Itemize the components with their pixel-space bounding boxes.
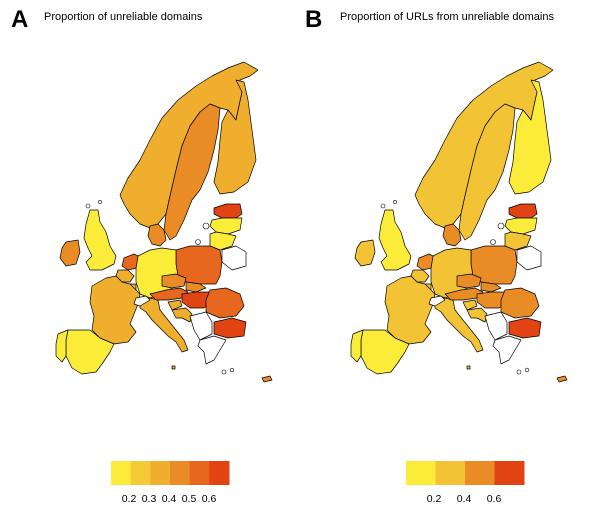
legend-swatch <box>170 461 191 485</box>
legend-swatch <box>494 461 525 485</box>
island-mark <box>490 239 496 245</box>
country-slovakia <box>480 281 502 293</box>
panel-letter: B <box>305 6 323 33</box>
legend-tick-label: 0.4 <box>161 493 177 505</box>
country-italy <box>139 297 189 353</box>
island-mark <box>497 222 505 230</box>
island-mark <box>516 369 522 375</box>
country-balkans <box>189 311 213 341</box>
country-estonia <box>508 203 538 219</box>
country-switzerland <box>428 295 446 307</box>
island-mark <box>98 200 102 204</box>
country-portugal <box>55 329 69 363</box>
island-mark <box>221 369 227 375</box>
panel-b: B Proportion of URLs from unreliable dom… <box>295 0 589 531</box>
color-legend <box>111 461 230 485</box>
legend-tick-label: 0.2 <box>426 493 442 505</box>
country-croatia <box>466 307 488 323</box>
country-romania <box>500 287 540 319</box>
legend-tick-label: 0.4 <box>456 493 472 505</box>
country-uk <box>378 209 412 271</box>
legend-swatch <box>209 461 230 485</box>
country-denmark <box>147 223 167 247</box>
legend-swatch <box>189 461 210 485</box>
color-legend <box>406 461 525 485</box>
legend-swatch <box>435 461 466 485</box>
legend-swatch <box>406 461 436 485</box>
legend-tick-label: 0.2 <box>121 493 137 505</box>
country-switzerland <box>133 295 151 307</box>
country-finland <box>508 79 552 195</box>
island-mark <box>195 239 201 245</box>
country-sweden <box>458 103 516 241</box>
country-finland <box>213 79 257 195</box>
panel-a: A Proportion of unreliable domains 0.2 0.… <box>0 0 294 531</box>
country-slovenia <box>167 299 183 311</box>
legend-swatch <box>150 461 171 485</box>
country-denmark <box>442 223 462 247</box>
island-mark <box>524 367 530 373</box>
country-cyprus <box>261 375 273 383</box>
panel-title: Proportion of unreliable domains <box>44 11 203 23</box>
country-greece <box>492 335 522 365</box>
country-slovakia <box>185 281 207 293</box>
europe-map <box>55 61 273 383</box>
country-greece <box>197 335 227 365</box>
country-latvia <box>209 217 243 235</box>
island-mark <box>229 367 235 373</box>
country-italy <box>434 297 484 353</box>
country-estonia <box>213 203 243 219</box>
country-cyprus <box>556 375 568 383</box>
country-netherlands <box>416 253 434 271</box>
country-belarus <box>516 245 542 271</box>
legend-tick-label: 0.6 <box>201 493 217 505</box>
legend-swatch <box>130 461 151 485</box>
island-mark <box>380 203 386 209</box>
legend-tick-label: 0.5 <box>181 493 197 505</box>
country-belarus <box>221 245 247 271</box>
island-mark <box>393 200 397 204</box>
country-portugal <box>350 329 364 363</box>
country-bulgaria <box>213 317 247 339</box>
legend-tick-label: 0.3 <box>141 493 157 505</box>
country-czechia <box>161 273 187 289</box>
country-romania <box>205 287 245 319</box>
country-france <box>384 275 436 345</box>
panel-title: Proportion of URLs from unreliable domai… <box>340 11 554 23</box>
country-malta <box>171 365 176 370</box>
panel-letter: A <box>11 6 29 33</box>
country-latvia <box>504 217 538 235</box>
country-croatia <box>171 307 193 323</box>
country-uk <box>83 209 117 271</box>
country-czechia <box>456 273 482 289</box>
country-sweden <box>163 103 221 241</box>
legend-swatch <box>111 461 132 485</box>
europe-map <box>350 61 568 383</box>
country-balkans <box>484 311 508 341</box>
island-mark <box>85 203 91 209</box>
country-malta <box>466 365 471 370</box>
country-slovenia <box>462 299 478 311</box>
island-mark <box>202 222 210 230</box>
country-netherlands <box>121 253 139 271</box>
legend-tick-label: 0.6 <box>486 493 502 505</box>
country-ireland <box>354 239 376 267</box>
country-ireland <box>59 239 81 267</box>
country-bulgaria <box>508 317 542 339</box>
country-france <box>89 275 141 345</box>
legend-swatch <box>465 461 495 485</box>
